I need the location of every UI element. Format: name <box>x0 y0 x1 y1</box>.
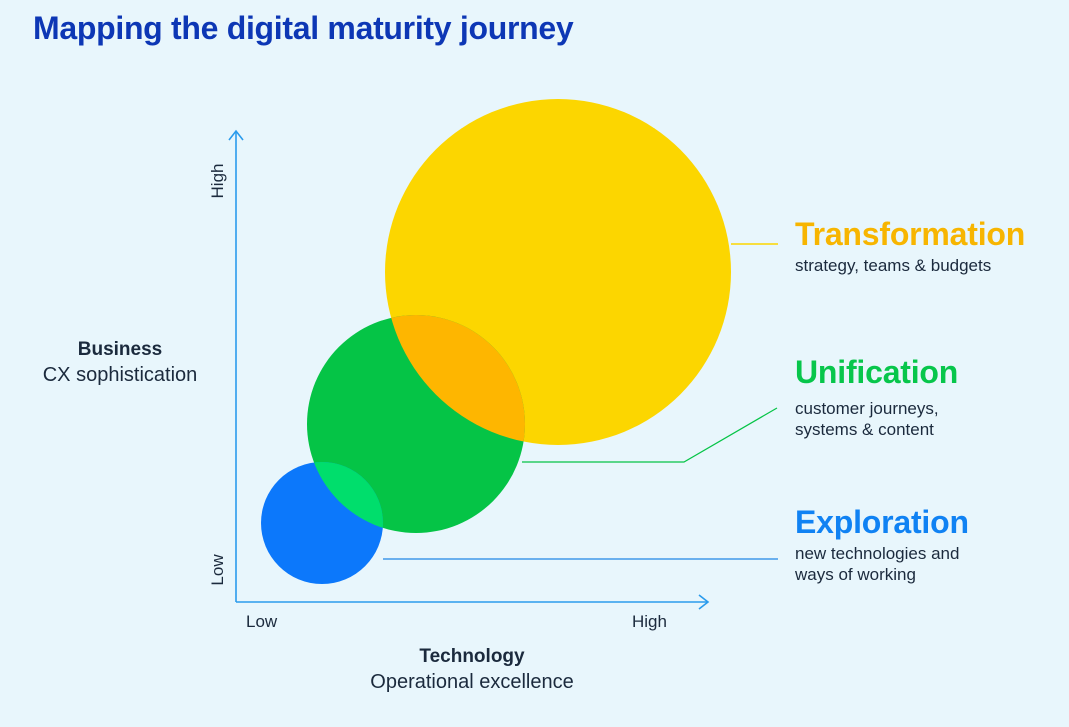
stage-name: Unification <box>795 354 959 390</box>
x-axis-label: Technology Operational excellence <box>322 645 622 696</box>
stage-exploration: Exploration new technologies and ways of… <box>795 503 969 585</box>
y-axis-tick-low: Low <box>208 554 227 586</box>
stage-description-line: ways of working <box>795 565 916 584</box>
stage-name: Transformation <box>795 216 1026 252</box>
stage-name: Exploration <box>795 504 969 540</box>
x-axis-label-bold: Technology <box>419 646 525 667</box>
y-axis-label: Business CX sophistication <box>20 338 220 388</box>
unification-leader-line <box>522 407 778 463</box>
stage-description-line: strategy, teams & budgets <box>795 256 992 275</box>
y-axis <box>228 129 244 602</box>
stage-description-line: systems & content <box>795 420 934 439</box>
stage-unification: Unification customer journeys, systems &… <box>795 353 958 440</box>
x-axis <box>236 594 710 610</box>
x-axis-tick-low: Low <box>246 612 278 631</box>
x-axis-label-text: Operational excellence <box>370 671 574 693</box>
y-axis-label-text: CX sophistication <box>42 364 198 386</box>
y-axis-tick-high: High <box>208 163 227 199</box>
stage-description-line: customer journeys, <box>795 399 939 418</box>
stage-description-line: new technologies and <box>795 544 960 563</box>
y-axis-label-bold: Business <box>77 339 163 360</box>
page-title: Mapping the digital maturity journey <box>33 10 574 46</box>
stage-transformation: Transformation strategy, teams & budgets <box>795 215 1025 276</box>
x-axis-tick-high: High <box>632 612 667 631</box>
